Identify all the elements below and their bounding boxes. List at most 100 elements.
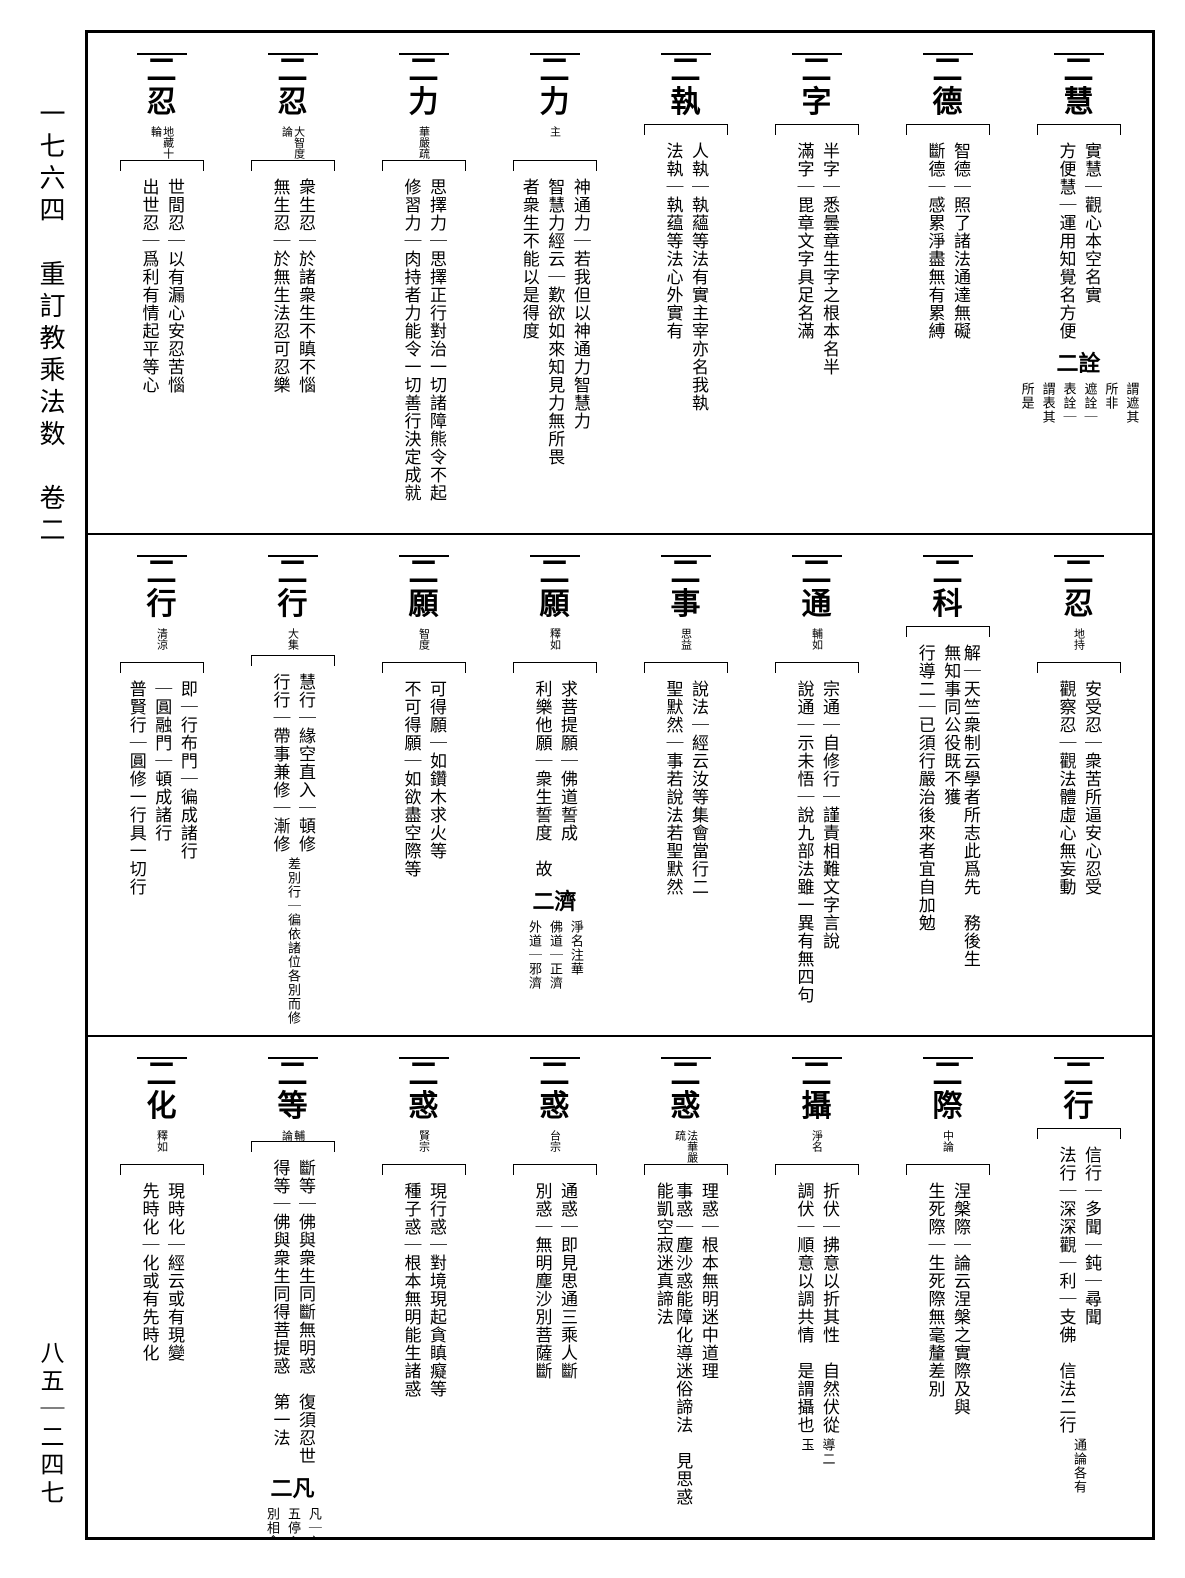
entry: 二德智德｜照了諸法通達無礙斷德｜感累淨盡無有累縛 — [888, 51, 1008, 523]
branch-column: 世間忍｜以有漏心安忍苦惱 — [165, 178, 185, 394]
branch-column: 理惑｜根本無明迷中道理 — [698, 1182, 718, 1512]
branch-column: 聖默然｜事若說法若聖默然 — [663, 680, 683, 896]
entry: 二行大集慧行｜緣空直入｜頓修行行｜帶事兼修｜漸修差別行｜徧依諸位各別而修 — [233, 553, 353, 1025]
main-frame: 二慧實慧｜觀心本空名實方便慧｜運用知覺名方便二詮謂遮其所非遮詮｜表詮｜謂表其所是… — [85, 30, 1155, 1540]
entry-title: 二慧 — [1054, 51, 1104, 118]
entry: 二際中論涅槃際｜論云涅槃之實際及與生死際｜生死際無毫釐差別 — [888, 1055, 1008, 1527]
entry-note: 華嚴疏 — [417, 126, 429, 160]
branches: 可得願｜如鑽木求火等不可得願｜如欲盡空際等 — [364, 680, 484, 878]
title-char: 二 — [933, 55, 963, 87]
title-char: 忍 — [278, 87, 308, 119]
entry-title: 二際 — [923, 1055, 973, 1122]
entry-title: 二惑 — [661, 1055, 711, 1122]
entry-title: 二事 — [661, 553, 711, 620]
title-char: 通 — [802, 589, 832, 621]
entry: 二力主神通力｜若我但以神通力智慧力智慧力經云｜歎欲如來知見力無所畏者衆生不能以是… — [495, 51, 615, 523]
branches: 通惑｜即見思通三乘人斷別惑｜無明塵沙別菩薩斷 — [495, 1182, 615, 1380]
bracket-icon — [102, 160, 222, 174]
branch-column: 現時化｜經云或有現變 — [165, 1182, 185, 1362]
branches: 求菩提願｜佛道誓成利樂他願｜衆生誓度 故 — [495, 680, 615, 878]
title-char: 二 — [278, 55, 308, 87]
entry-note: 釋如 — [548, 628, 560, 662]
branch-column: 先時化｜化或有先時化 — [139, 1182, 159, 1362]
bracket-icon — [233, 1141, 353, 1155]
bracket-icon — [233, 655, 353, 669]
title-char: 二 — [147, 1059, 177, 1091]
branches: 解｜天竺衆制云學者所志此爲先 務後生無知事同公役既不獲行導二｜已須行嚴治後來者宜… — [888, 644, 1008, 974]
branch-column: 實慧｜觀心本空名實 — [1082, 142, 1102, 340]
title-char: 二 — [278, 1059, 308, 1091]
branch-column: 種子惑｜根本無明能生諸惑 — [401, 1182, 421, 1398]
title-char: 力 — [540, 87, 570, 119]
entry-title: 二德 — [923, 51, 973, 118]
entry-note: 大集 — [286, 628, 298, 655]
branch-column: 通惑｜即見思通三乘人斷 — [558, 1182, 578, 1380]
branch-column: 普賢行｜圓修一行具一切行 — [126, 680, 146, 896]
entry-note: 地持 — [1072, 628, 1084, 662]
branch-column: 涅槃際｜論云涅槃之實際及與 — [951, 1182, 971, 1416]
branch-column: 說法｜經云汝等集會當行二 — [689, 680, 709, 896]
entry-note: 思益 — [679, 628, 691, 662]
entry-note: 法華嚴疏 — [673, 1130, 697, 1164]
sub-heading: 二濟 — [532, 884, 576, 916]
tail-column: 通論各有 — [1071, 1438, 1086, 1494]
bracket-icon — [495, 160, 615, 174]
branches: 思擇力｜思擇正行對治一切諸障熊令不起修習力｜肉持者力能令一切善行決定成就 — [364, 178, 484, 502]
title-char: 二 — [933, 1059, 963, 1091]
bracket-icon — [1019, 124, 1139, 138]
title-char: 德 — [933, 87, 963, 119]
branch-column: 得等｜佛與衆生同得菩提惑 第一法 — [270, 1159, 290, 1465]
entry-note: 地藏十輪 — [149, 126, 173, 160]
title-char: 科 — [933, 589, 963, 621]
entry-title: 二惑 — [530, 1055, 580, 1122]
bracket-icon — [495, 662, 615, 676]
bracket-icon — [364, 1164, 484, 1178]
branch-column: 出世忍｜爲利有情起平等心 — [139, 178, 159, 394]
entry-title: 二力 — [530, 51, 580, 118]
branch-column: 方便慧｜運用知覺名方便 — [1056, 142, 1076, 340]
branch-column: 滿字｜毘章文字具足名滿 — [794, 142, 814, 376]
branches: 理惑｜根本無明迷中道理事惑｜塵沙惑能障化導迷俗諦法 見思惑能凱空寂迷真諦法 — [626, 1182, 746, 1512]
branch-column: 衆生忍｜於諸衆生不瞋不惱 — [296, 178, 316, 394]
title-char: 二 — [540, 55, 570, 87]
bracket-icon — [757, 124, 877, 138]
branch-column: 可得願｜如鑽木求火等 — [427, 680, 447, 878]
entry-note: 輔如 — [810, 628, 822, 662]
entry: 二願釋如求菩提願｜佛道誓成利樂他願｜衆生誓度 故二濟淨名注華佛道｜正濟外道｜邪濟 — [495, 553, 615, 1025]
sub-heading: 二詮 — [1056, 346, 1100, 378]
title-char: 二 — [1064, 557, 1094, 589]
bracket-icon — [102, 1164, 222, 1178]
branch-column: 生死際｜生死際無毫釐差別 — [925, 1182, 945, 1416]
bracket-icon — [1019, 1128, 1139, 1142]
branches: 宗通｜自修行｜謹責相難文字言說說通｜示未悟｜說九部法雖一異有無四句 — [757, 680, 877, 1004]
title-char: 忍 — [147, 87, 177, 119]
title-char: 二 — [409, 55, 439, 87]
entry-note: 智度 — [417, 628, 429, 662]
tail-branches: 導二玉 — [799, 1438, 835, 1466]
title-char: 執 — [671, 87, 701, 119]
bracket-icon — [102, 662, 222, 676]
title-char: 慧 — [1064, 87, 1094, 119]
branches: 說法｜經云汝等集會當行二聖默然｜事若說法若聖默然 — [626, 680, 746, 896]
branch-column: ｜圓融門｜頓成諸行 — [152, 680, 172, 896]
entry: 二行信行｜多聞｜鈍｜尋聞法行｜深深觀｜利｜支佛 信法二行通論各有 — [1019, 1055, 1139, 1527]
branches: 智德｜照了諸法通達無礙斷德｜感累淨盡無有累縛 — [888, 142, 1008, 340]
entry: 二行清涼即｜行布門｜徧成諸行｜圓融門｜頓成諸行普賢行｜圓修一行具一切行 — [102, 553, 222, 1025]
title-char: 等 — [278, 1091, 308, 1123]
entry-title: 二通 — [792, 553, 842, 620]
entry-note: 賢宗 — [417, 1130, 429, 1164]
title-char: 行 — [147, 589, 177, 621]
branches: 實慧｜觀心本空名實方便慧｜運用知覺名方便 — [1019, 142, 1139, 340]
branches: 半字｜悉曇章生字之根本名半滿字｜毘章文字具足名滿 — [757, 142, 877, 376]
entry-title: 二執 — [661, 51, 711, 118]
branches: 慧行｜緣空直入｜頓修行行｜帶事兼修｜漸修 — [233, 673, 353, 853]
entry: 二願智度可得願｜如鑽木求火等不可得願｜如欲盡空際等 — [364, 553, 484, 1025]
entry: 二字半字｜悉曇章生字之根本名半滿字｜毘章文字具足名滿 — [757, 51, 877, 523]
entry: 二忍地持安受忍｜衆苦所逼安心忍受觀察忍｜觀法體虛心無妄動 — [1019, 553, 1139, 1025]
tail-column: 凡｜內｜外 — [306, 1507, 321, 1537]
entry-note: 主 — [548, 126, 560, 160]
tail-column: 別相念 — [264, 1507, 279, 1537]
branches: 現時化｜經云或有現變先時化｜化或有先時化 — [102, 1182, 222, 1362]
entry: 二忍大智度論衆生忍｜於諸衆生不瞋不惱無生忍｜於無生法忍可忍樂 — [233, 51, 353, 523]
branch-column: 修習力｜肉持者力能令一切善行決定成就 — [401, 178, 421, 502]
